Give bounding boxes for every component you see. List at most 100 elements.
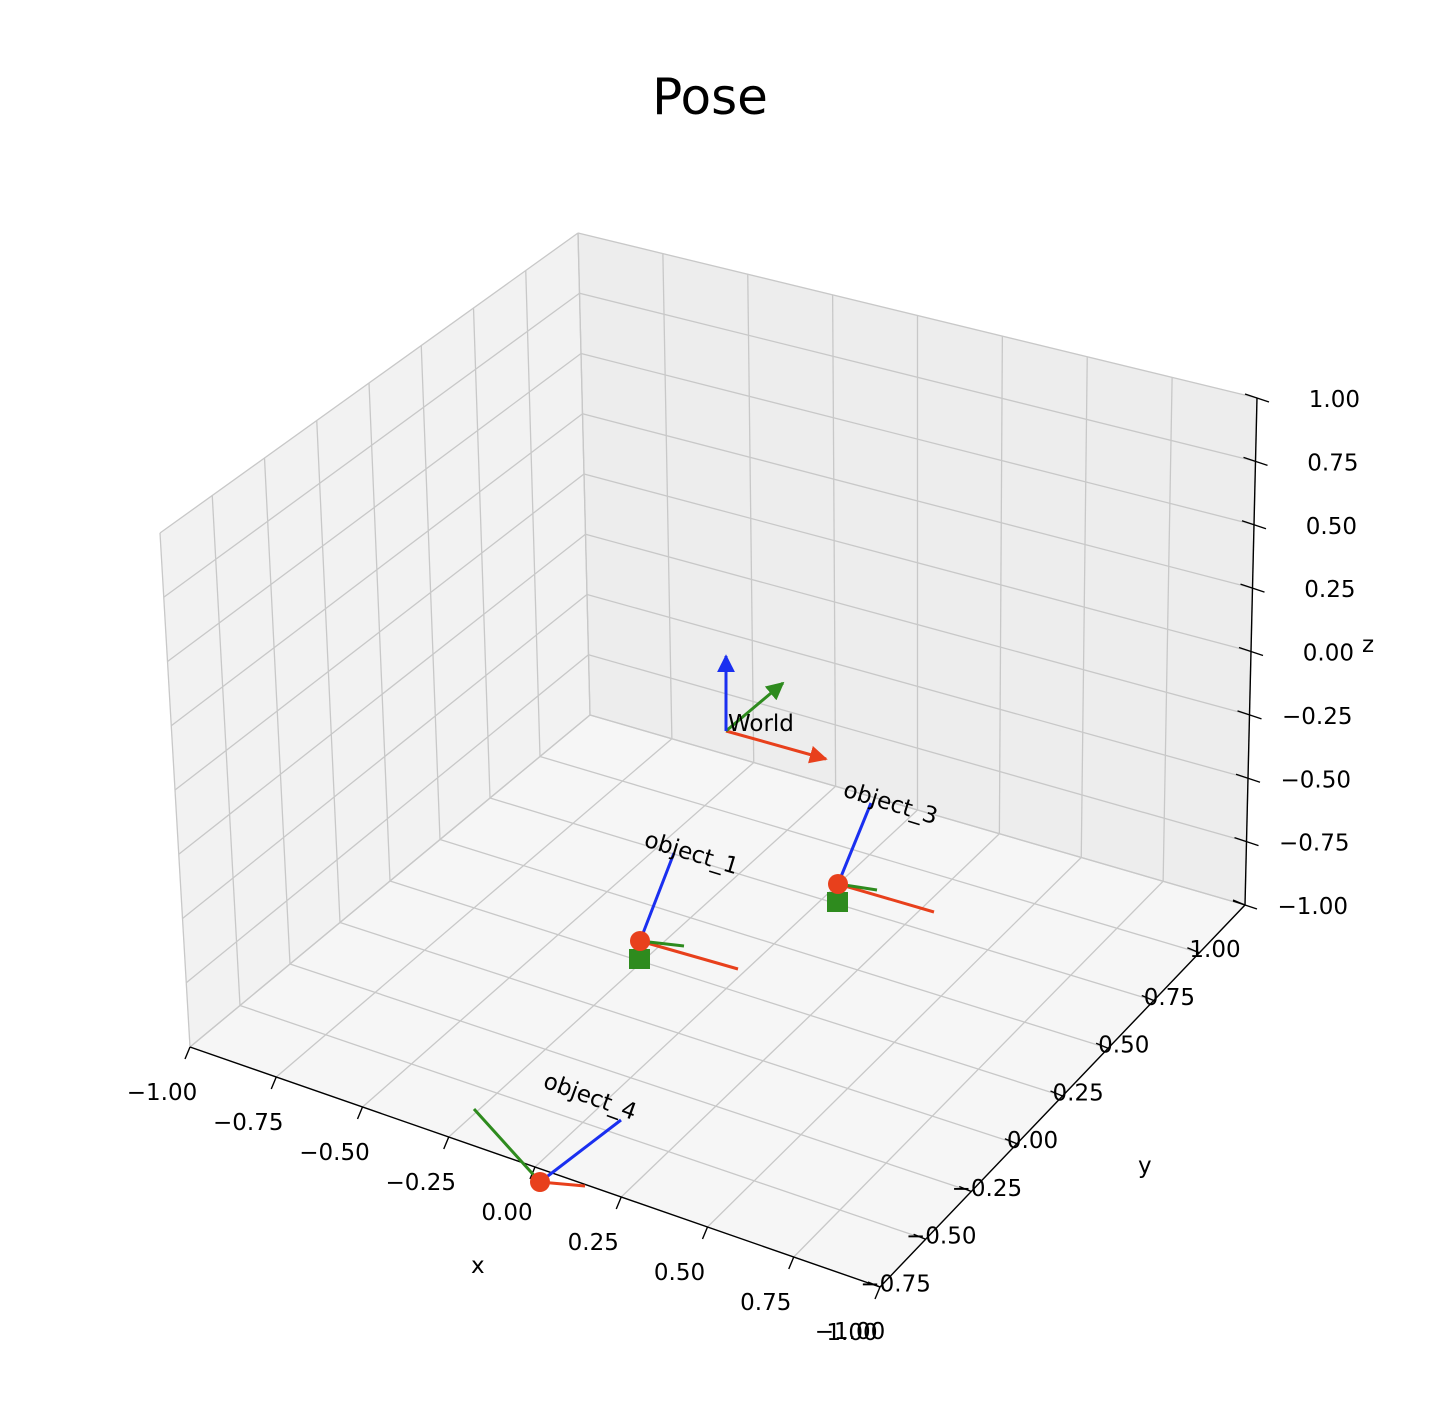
- x-tick-label: 0.25: [568, 1230, 619, 1256]
- object-4-y-axis: [472, 1107, 542, 1184]
- x-tick-label: 0.50: [654, 1260, 705, 1286]
- grid-line-z-back: [582, 413, 1253, 589]
- object-3-marker-square: [827, 892, 848, 912]
- z-tick-label: 0.25: [1304, 577, 1355, 603]
- grid-line-y-wall: [525, 270, 541, 757]
- y-tick-label: −1.00: [815, 1319, 885, 1345]
- y-tick-label: 1.00: [1189, 937, 1240, 963]
- z-tick-mark: [1243, 456, 1268, 467]
- z-tick-label: −1.00: [1278, 894, 1348, 920]
- grid-line-y-floor: [439, 838, 1109, 1049]
- y-tick-label: 0.50: [1098, 1033, 1149, 1059]
- y-tick-label: 0.25: [1053, 1080, 1104, 1106]
- grid-line-z-left: [167, 352, 582, 663]
- y-axis-label: y: [1138, 1153, 1152, 1179]
- grid-line-z-left: [159, 232, 579, 534]
- grid-line-y-wall: [577, 232, 591, 716]
- x-tick-label: −0.25: [386, 1170, 456, 1196]
- x-tick-label: 0.00: [481, 1200, 532, 1226]
- y-tick-mark: [1232, 899, 1246, 906]
- z-tick-label: −0.50: [1281, 767, 1351, 793]
- z-tick-mark: [1238, 646, 1264, 657]
- z-tick-mark: [1240, 583, 1265, 593]
- grid-lines: [159, 232, 1258, 1288]
- grid-line-z-back: [580, 352, 1255, 526]
- grid-line-x-floor: [707, 857, 1082, 1228]
- grid-line-y-floor: [389, 880, 1063, 1097]
- grid-line-z-back: [579, 292, 1256, 463]
- chart-title: Pose: [652, 68, 768, 126]
- object-4-z-axis: [539, 1118, 622, 1184]
- object-4-origin: [530, 1172, 550, 1192]
- y-axis-ticks: −1.00−0.75−0.50−0.250.000.250.500.751.00: [815, 899, 1246, 1345]
- frame-world: World: [717, 654, 828, 764]
- x-tick-mark: [874, 1286, 881, 1300]
- grid-line-y-floor: [489, 797, 1154, 1002]
- x-tick-mark: [270, 1076, 277, 1090]
- grid-line-x-wall: [1080, 356, 1088, 858]
- y-tick-mark: [1004, 1138, 1018, 1145]
- world-x-arrow: [725, 729, 828, 764]
- grid-line-z-left: [170, 413, 583, 727]
- y-tick-mark: [1187, 947, 1200, 954]
- x-axis-label: x: [471, 1253, 485, 1279]
- object-3-x-axis: [837, 882, 935, 914]
- x-tick-mark: [443, 1136, 450, 1150]
- z-tick-label: 1.00: [1309, 387, 1360, 413]
- grid-line-z-back: [583, 473, 1252, 653]
- z-tick-mark: [1241, 520, 1267, 530]
- y-tick-mark: [958, 1185, 972, 1193]
- y-tick-label: 0.00: [1007, 1128, 1058, 1154]
- grid-line-x-wall: [1162, 377, 1173, 882]
- y-tick-label: −0.50: [906, 1224, 976, 1250]
- z-axis-label: z: [1362, 632, 1374, 658]
- z-tick-label: −0.75: [1279, 831, 1349, 857]
- x-tick-mark: [184, 1046, 191, 1060]
- x-axis-ticks: −1.00 −0.75 −0.50 −0.25 0.00 0.25 0.50 0.75 1.00: [127, 1046, 881, 1346]
- z-tick-label: 0.75: [1307, 450, 1358, 476]
- y-tick-mark: [1095, 1042, 1109, 1049]
- z-tick-label: −0.25: [1282, 704, 1352, 730]
- x-tick-label: 0.75: [740, 1290, 791, 1316]
- world-y-arrow: [725, 681, 785, 733]
- z-tick-label: 0.00: [1303, 641, 1354, 667]
- x-tick-label: −0.75: [213, 1110, 283, 1136]
- z-tick-mark: [1244, 393, 1270, 403]
- y-tick-mark: [1141, 994, 1155, 1002]
- grid-line-z-left: [174, 473, 585, 791]
- grid-line-x-floor: [793, 880, 1164, 1258]
- world-label: World: [728, 711, 794, 737]
- x-tick-label: 1.00: [826, 1320, 877, 1346]
- y-tick-mark: [1050, 1090, 1063, 1097]
- y-tick-mark: [913, 1233, 926, 1240]
- object-3-origin: [828, 874, 848, 894]
- x-tick-mark: [788, 1256, 795, 1270]
- grid-line-y-floor: [539, 755, 1200, 954]
- x-tick-label: −0.50: [299, 1140, 369, 1166]
- grid-line-x-wall: [998, 336, 1004, 834]
- object-3-z-axis: [836, 802, 873, 885]
- x-tick-mark: [356, 1106, 364, 1120]
- x-tick-label: −1.00: [127, 1080, 197, 1106]
- z-tick-mark: [1235, 773, 1261, 783]
- y-tick-label: 0.75: [1144, 985, 1195, 1011]
- object-1-z-axis: [638, 852, 676, 942]
- grid-line-x-floor: [620, 833, 1000, 1198]
- grid-line-z-back: [577, 232, 1258, 399]
- grid-line-y-wall: [472, 307, 491, 799]
- object-1-x-axis: [639, 939, 739, 971]
- z-axis-ticks: −1.00 −0.75 −0.50 −0.25 0.00 0.25 0.50 0.75 1.00: [1232, 387, 1360, 920]
- x-tick-mark: [615, 1196, 622, 1210]
- x-tick-mark: [701, 1226, 709, 1240]
- floor-pane: [190, 715, 1245, 1287]
- object-1-origin: [630, 931, 650, 951]
- z-tick-label: 0.50: [1306, 514, 1357, 540]
- left-pane: [160, 233, 590, 1047]
- grid-line-y-wall: [420, 345, 441, 840]
- z-tick-mark: [1237, 710, 1262, 720]
- grid-line-y-floor: [589, 714, 1246, 906]
- object-1-marker-square: [629, 949, 650, 969]
- z-tick-mark: [1234, 836, 1259, 847]
